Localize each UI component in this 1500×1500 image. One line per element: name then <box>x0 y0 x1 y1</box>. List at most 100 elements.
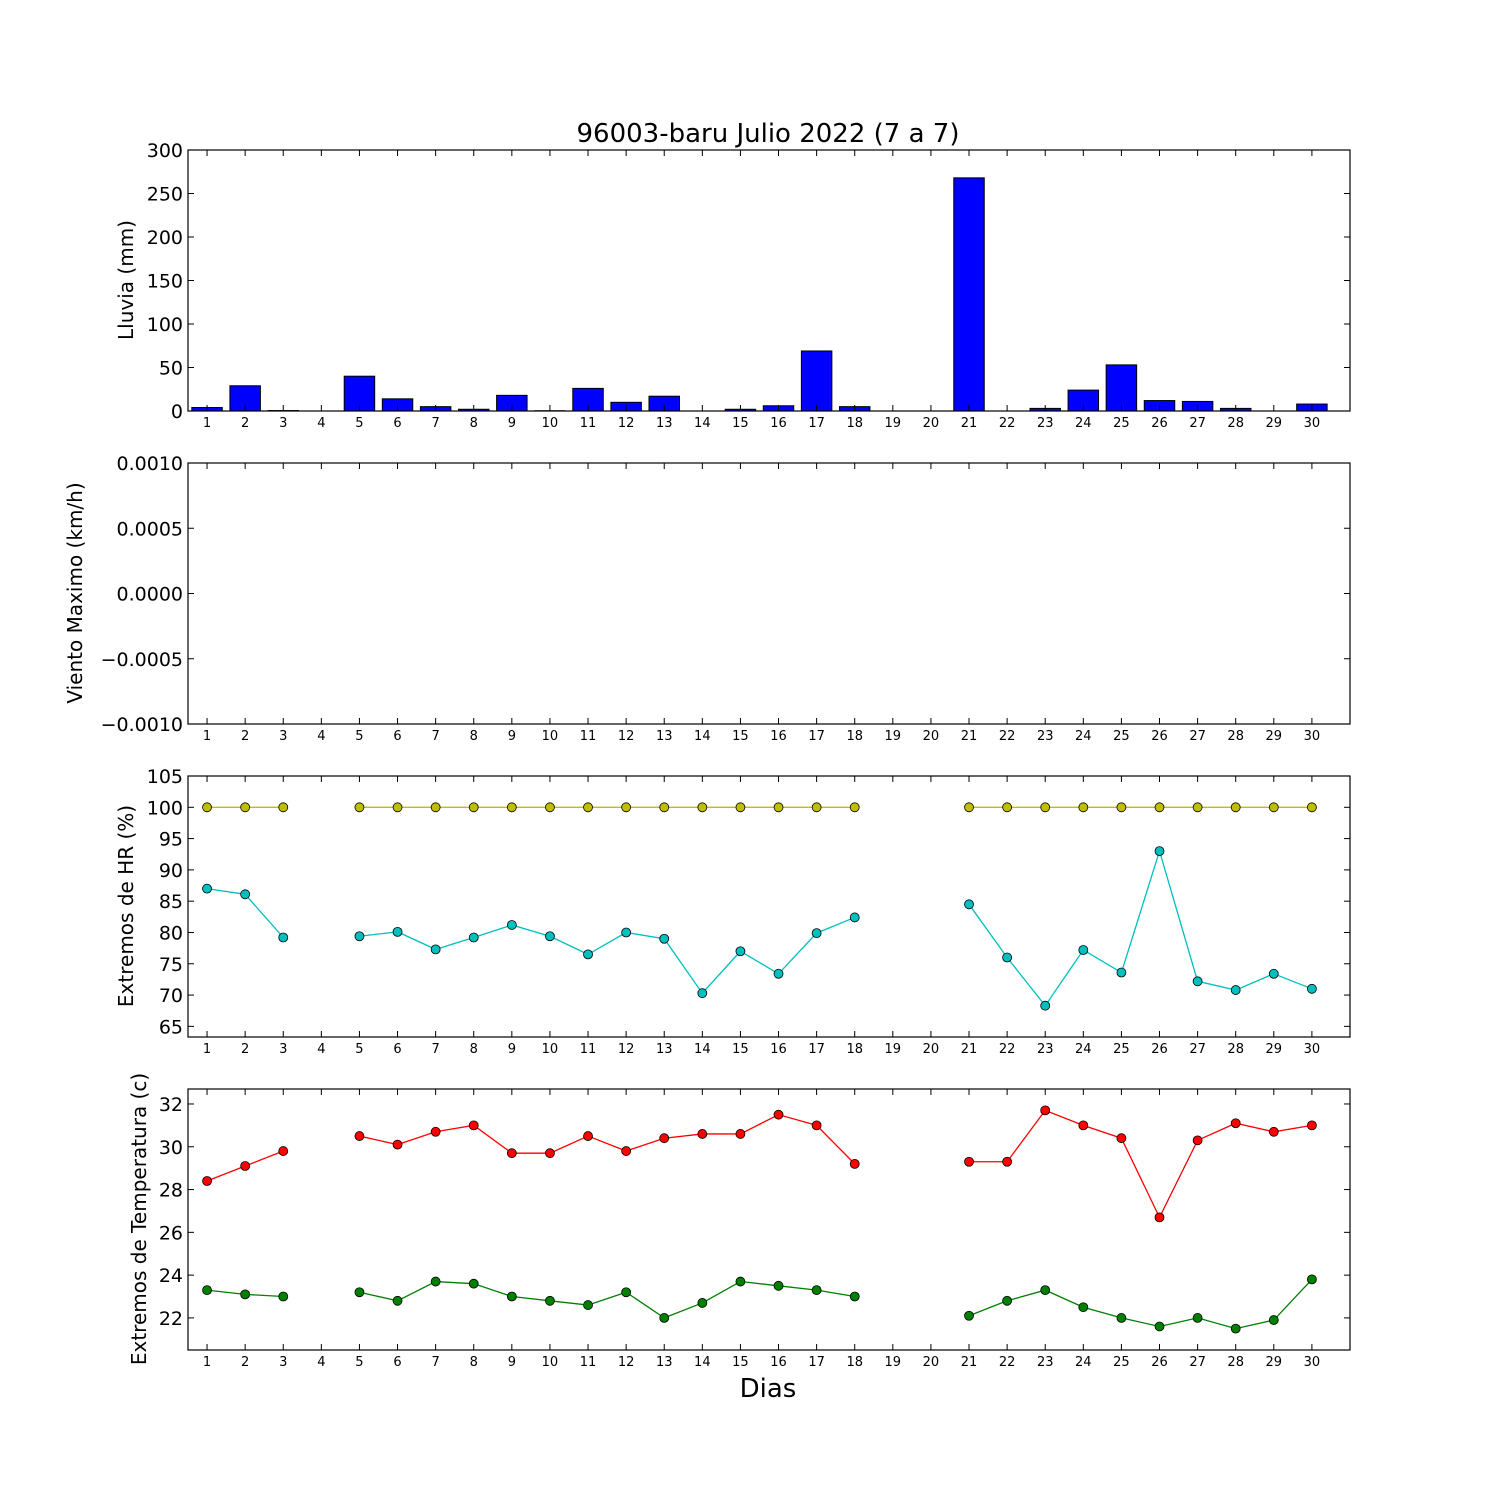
series-0-point-day-2 <box>240 802 251 813</box>
series-1-point-day-16 <box>773 968 784 979</box>
series-1-point-day-15 <box>735 946 746 957</box>
series-0-point-day-6 <box>392 802 403 813</box>
series-0-point-day-5 <box>354 1131 365 1141</box>
x-tick-label: 2 <box>241 729 249 744</box>
y-axis-label-wind: Viento Maximo (km/h) <box>63 482 87 703</box>
x-tick-label: 30 <box>1304 416 1321 431</box>
x-tick-label: 1 <box>203 1042 211 1057</box>
y-axis-label-temperature: Extremos de Temperatura (c) <box>127 1073 151 1365</box>
y-tick-label: 250 <box>147 184 183 206</box>
series-1-point-day-22 <box>1002 1295 1013 1306</box>
series-1-point-day-21 <box>964 1310 974 1321</box>
x-tick-label: 21 <box>961 416 978 431</box>
series-1-point-day-27 <box>1192 1313 1203 1323</box>
x-axis-label: Dias <box>740 1374 797 1404</box>
series-1-point-day-16 <box>773 1280 784 1291</box>
series-0-point-day-6 <box>392 1139 403 1150</box>
x-tick-label: 15 <box>732 729 749 744</box>
x-tick-label: 25 <box>1113 416 1130 431</box>
x-tick-label: 29 <box>1266 729 1283 744</box>
series-1-line-segment-1 <box>359 916 855 995</box>
x-tick-label: 28 <box>1227 1355 1244 1370</box>
x-tick-label: 11 <box>580 1355 597 1370</box>
x-tick-label: 7 <box>431 1355 439 1370</box>
x-tick-label: 25 <box>1113 1355 1130 1370</box>
series-0-point-day-13 <box>659 802 670 813</box>
x-tick-label: 16 <box>770 1042 787 1057</box>
x-tick-label: 27 <box>1189 1355 1206 1370</box>
x-tick-label: 27 <box>1189 729 1206 744</box>
y-tick-label: 200 <box>147 227 183 249</box>
series-0-point-day-25 <box>1116 1133 1127 1144</box>
x-tick-label: 1 <box>203 1355 211 1370</box>
series-1-point-day-25 <box>1116 1313 1127 1323</box>
series-1-point-day-1 <box>202 883 212 894</box>
x-tick-label: 19 <box>885 1042 902 1057</box>
x-tick-label: 19 <box>885 1355 902 1370</box>
series-0-point-day-17 <box>811 802 822 813</box>
series-1-point-day-9 <box>506 920 517 930</box>
series-0-point-day-28 <box>1230 802 1241 813</box>
x-tick-label: 4 <box>317 1042 325 1057</box>
series-0-point-day-12 <box>621 1146 632 1156</box>
series-0-point-day-10 <box>545 802 555 813</box>
x-tick-label: 20 <box>923 1355 940 1370</box>
x-tick-label: 19 <box>885 729 902 744</box>
series-0-line-segment-2 <box>969 1109 1313 1219</box>
x-tick-label: 16 <box>770 729 787 744</box>
y-tick-label: 300 <box>147 140 183 162</box>
series-0-point-day-9 <box>506 802 517 813</box>
series-1-point-day-23 <box>1040 1285 1051 1295</box>
x-tick-label: 11 <box>580 416 597 431</box>
x-tick-label: 5 <box>355 416 363 431</box>
x-tick-label: 24 <box>1075 416 1092 431</box>
y-tick-label: 0.0010 <box>117 453 183 475</box>
series-0-line-segment-1 <box>359 1113 856 1165</box>
series-1-point-day-17 <box>811 928 822 939</box>
y-tick-label: −0.0005 <box>101 649 183 671</box>
series-0-point-day-15 <box>735 802 746 813</box>
y-tick-label: 24 <box>159 1265 183 1287</box>
x-tick-label: 17 <box>808 729 825 744</box>
series-1-point-day-26 <box>1154 1321 1165 1332</box>
x-tick-label: 4 <box>317 416 325 431</box>
series-0-point-day-17 <box>811 1120 822 1131</box>
series-1-point-day-9 <box>506 1291 517 1302</box>
series-0-point-day-27 <box>1192 802 1203 813</box>
x-tick-label: 8 <box>470 416 478 431</box>
series-1-point-day-7 <box>430 944 441 955</box>
series-0-point-day-7 <box>430 802 441 813</box>
x-tick-label: 3 <box>279 1042 287 1057</box>
series-0-point-day-21 <box>964 802 974 813</box>
x-tick-label: 30 <box>1304 1042 1321 1057</box>
x-tick-label: 13 <box>656 729 673 744</box>
series-1-point-day-28 <box>1230 1323 1241 1334</box>
x-tick-label: 12 <box>618 1355 635 1370</box>
x-tick-label: 9 <box>508 729 516 744</box>
x-tick-label: 23 <box>1037 1042 1054 1057</box>
x-tick-label: 5 <box>355 729 363 744</box>
x-tick-label: 30 <box>1304 729 1321 744</box>
series-1-point-day-18 <box>849 912 860 923</box>
y-tick-label: 75 <box>159 954 183 976</box>
axes-frame <box>187 775 1351 1038</box>
series-1-point-day-21 <box>964 899 974 910</box>
y-tick-label: 100 <box>147 314 183 336</box>
x-tick-label: 6 <box>393 416 401 431</box>
x-tick-label: 4 <box>317 729 325 744</box>
series-0-point-day-12 <box>621 802 632 813</box>
x-tick-label: 8 <box>470 1042 478 1057</box>
x-tick-label: 10 <box>542 1042 559 1057</box>
x-tick-label: 30 <box>1304 1355 1321 1370</box>
x-tick-label: 21 <box>961 1042 978 1057</box>
x-tick-label: 21 <box>961 1355 978 1370</box>
series-1-point-day-8 <box>468 932 479 943</box>
bar-day-17 <box>800 350 833 412</box>
x-tick-label: 22 <box>999 1042 1016 1057</box>
y-tick-label: 32 <box>159 1094 183 1116</box>
y-tick-label: 90 <box>159 860 183 882</box>
series-0-point-day-18 <box>849 1158 860 1169</box>
series-0-point-day-16 <box>773 802 784 813</box>
